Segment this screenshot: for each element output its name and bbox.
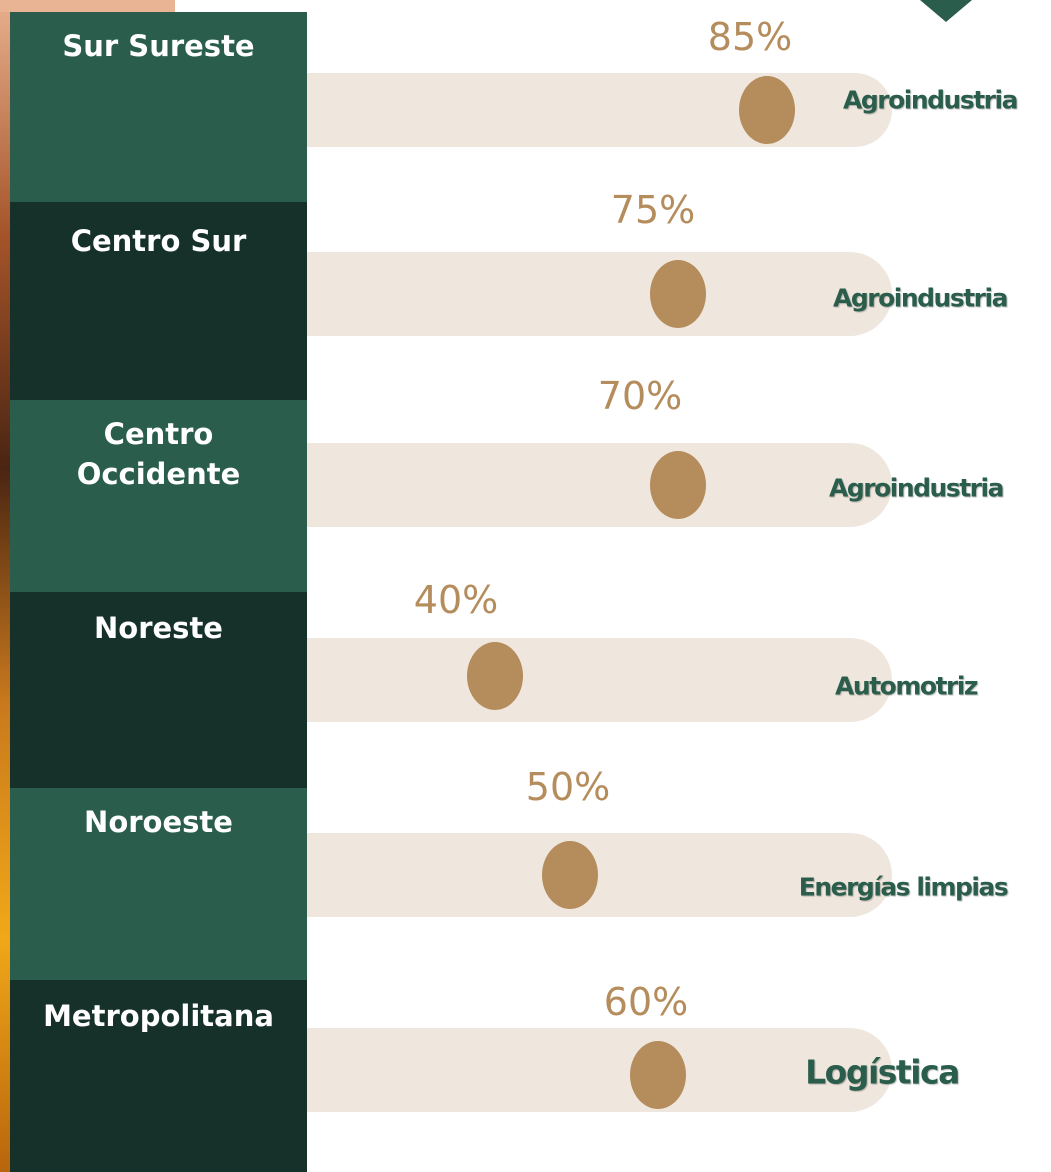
marker bbox=[739, 76, 795, 144]
percent-label: 40% bbox=[413, 578, 499, 622]
sector-label: Automotriz bbox=[835, 671, 978, 701]
region-label: Centro Sur bbox=[10, 207, 307, 398]
corner-triangle bbox=[920, 0, 972, 22]
sector-label: Agroindustria bbox=[843, 85, 1018, 115]
percent-label: 75% bbox=[610, 188, 696, 232]
marker bbox=[630, 1041, 686, 1109]
region-label: Metropolitana bbox=[10, 982, 307, 1172]
sector-label: Agroindustria bbox=[833, 283, 1008, 313]
track bbox=[307, 833, 892, 917]
track bbox=[307, 252, 892, 336]
percent-label: 50% bbox=[525, 765, 611, 809]
track bbox=[307, 73, 892, 147]
marker bbox=[467, 642, 523, 710]
photo-strip bbox=[0, 0, 175, 12]
track bbox=[307, 638, 892, 722]
percent-label: 85% bbox=[707, 15, 793, 59]
region-label: Noroeste bbox=[10, 788, 307, 980]
marker bbox=[650, 260, 706, 328]
region-label: Centro Occidente bbox=[10, 400, 307, 592]
percent-label: 70% bbox=[597, 374, 683, 418]
sector-label: Logística bbox=[805, 1052, 960, 1092]
track bbox=[307, 1028, 892, 1112]
sector-label: Agroindustria bbox=[829, 473, 1004, 503]
track bbox=[307, 443, 892, 527]
marker bbox=[650, 451, 706, 519]
marker bbox=[542, 841, 598, 909]
sector-label: Energías limpias bbox=[798, 872, 1009, 902]
region-label: Noreste bbox=[10, 594, 307, 786]
photo-strip bbox=[0, 0, 12, 1172]
region-label: Sur Sureste bbox=[10, 12, 307, 202]
percent-label: 60% bbox=[603, 980, 689, 1024]
